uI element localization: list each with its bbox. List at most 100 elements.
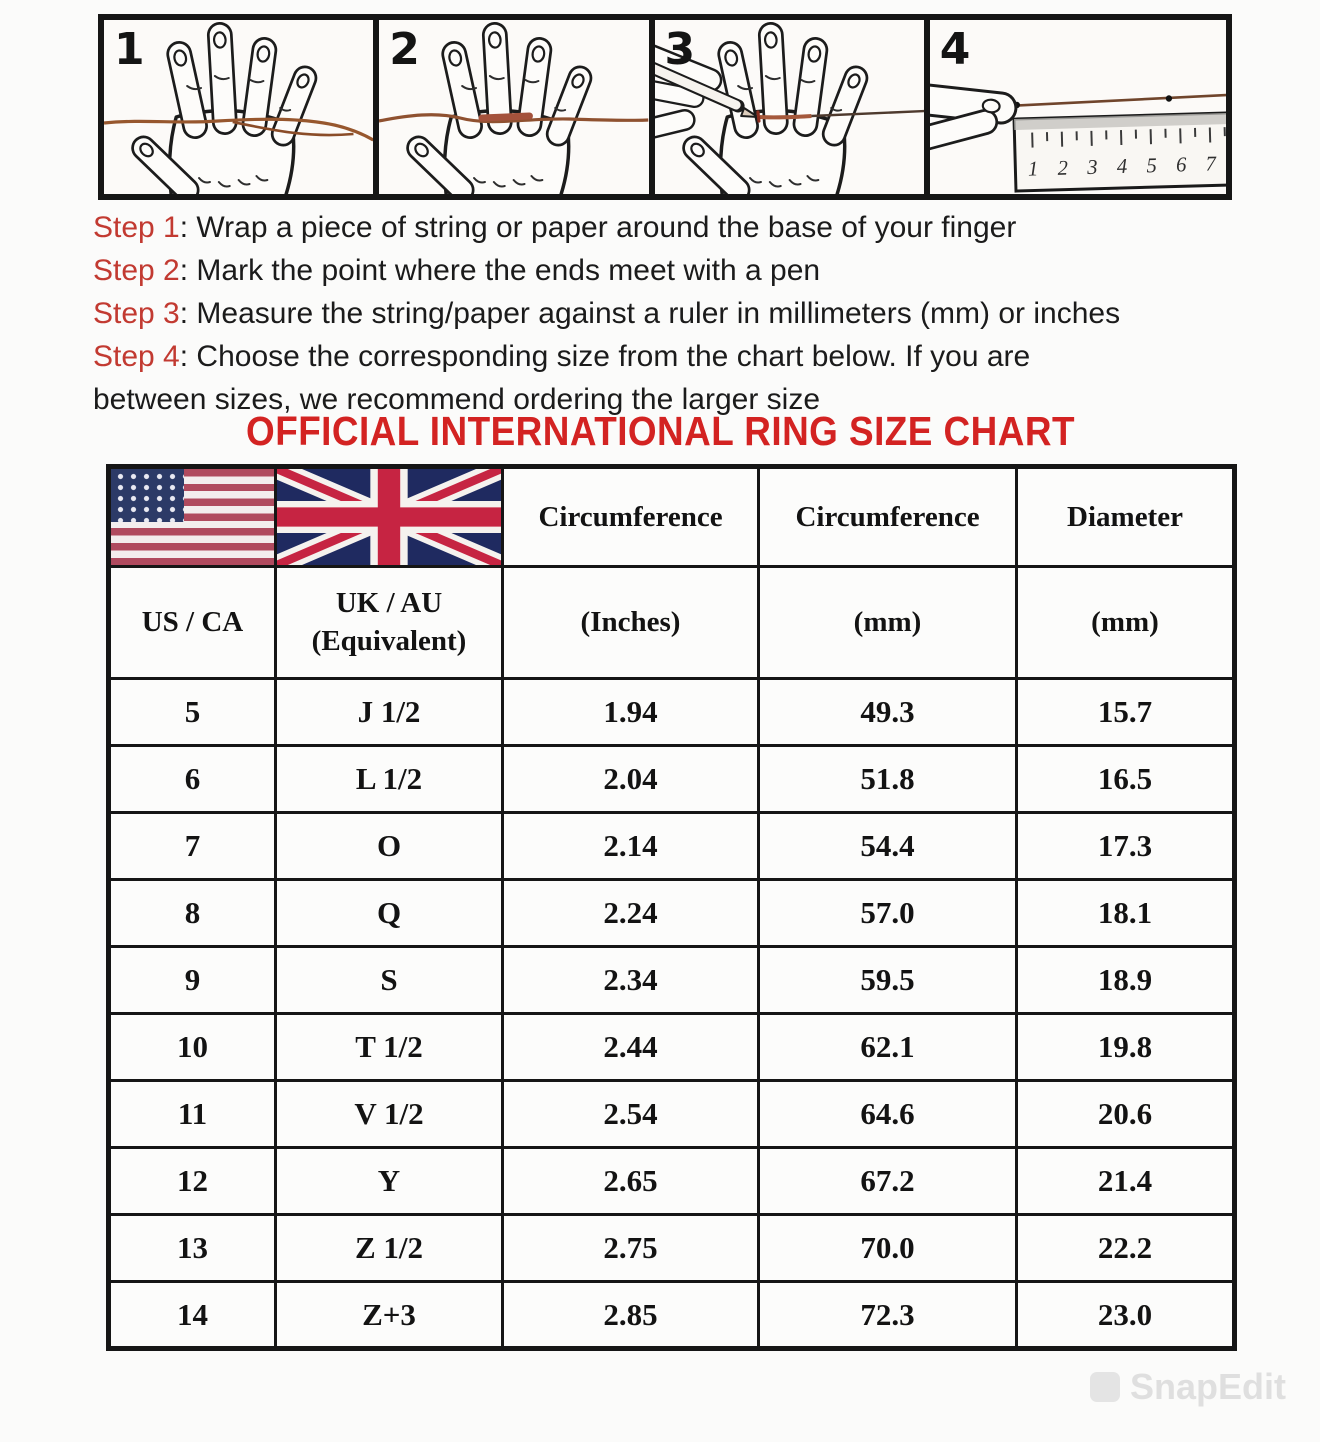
- col-header-circumference-inches: Circumference: [501, 465, 760, 568]
- uk-au-label: UK / AU: [335, 586, 443, 619]
- step-4-label: Step 4: [93, 340, 180, 373]
- ruler-number: 2: [1057, 155, 1068, 179]
- cell-circ-in: 1.94: [501, 677, 760, 747]
- pen-marking-string-icon: [654, 20, 924, 194]
- cell-circ-mm: 70.0: [757, 1213, 1018, 1283]
- cell-circ-mm: 72.3: [757, 1280, 1018, 1350]
- cell-diam-mm: 18.1: [1015, 878, 1236, 948]
- cell-us-size: 11: [107, 1079, 277, 1149]
- measurement-steps-illustration: 1 2 3: [98, 14, 1232, 200]
- cell-us-size: 8: [107, 878, 277, 948]
- col-header-us-ca: US / CA: [107, 565, 277, 680]
- cell-circ-mm: 51.8: [757, 744, 1018, 814]
- us-flag-canton: [111, 469, 185, 522]
- cell-circ-in: 2.85: [501, 1280, 760, 1350]
- step-1-label: Step 1: [93, 211, 180, 244]
- ruler-number: 4: [1116, 154, 1127, 178]
- unit-mm-circ: (mm): [757, 565, 1018, 680]
- cell-diam-mm: 17.3: [1015, 811, 1236, 881]
- step-3-text: Step 3: Measure the string/paper against…: [93, 292, 1311, 335]
- cell-us-size: 14: [107, 1280, 277, 1350]
- us-flag: [107, 465, 277, 568]
- table-row: 5 J 1/2 1.94 49.3 15.7: [107, 677, 1236, 747]
- table-row: 8 Q 2.24 57.0 18.1: [107, 878, 1236, 948]
- cell-circ-in: 2.44: [501, 1012, 760, 1082]
- panel-step-4: 4 1 2: [923, 20, 1226, 194]
- page-title: OFFICIAL INTERNATIONAL RING SIZE CHART: [245, 408, 1075, 454]
- cell-uk-size: O: [274, 811, 504, 881]
- panel-step-2: 2: [373, 20, 649, 194]
- cell-uk-size: L 1/2: [274, 744, 504, 814]
- cell-uk-size: Z+3: [274, 1280, 504, 1350]
- cell-diam-mm: 16.5: [1015, 744, 1236, 814]
- cell-circ-mm: 54.4: [757, 811, 1018, 881]
- cell-circ-in: 2.75: [501, 1213, 760, 1283]
- panel-2-number: 2: [389, 24, 420, 75]
- step-3-body: : Measure the string/paper against a rul…: [179, 297, 1121, 330]
- table-row: 12 Y 2.65 67.2 21.4: [107, 1146, 1236, 1216]
- panel-step-3: 3: [648, 20, 924, 194]
- cell-diam-mm: 18.9: [1015, 945, 1236, 1015]
- table-row: 6 L 1/2 2.04 51.8 16.5: [107, 744, 1236, 814]
- cell-uk-size: Y: [274, 1146, 504, 1216]
- ruler-number: 6: [1175, 152, 1187, 176]
- cell-us-size: 9: [107, 945, 277, 1015]
- uk-flag: [274, 465, 504, 568]
- cell-circ-mm: 67.2: [757, 1146, 1018, 1216]
- cell-us-size: 6: [107, 744, 277, 814]
- cell-uk-size: V 1/2: [274, 1079, 504, 1149]
- cell-circ-in: 2.14: [501, 811, 760, 881]
- unit-mm-diam: (mm): [1015, 565, 1236, 680]
- cell-diam-mm: 20.6: [1015, 1079, 1236, 1149]
- snapedit-logo-icon: [1090, 1372, 1120, 1402]
- cell-circ-in: 2.65: [501, 1146, 760, 1216]
- table-row: 9 S 2.34 59.5 18.9: [107, 945, 1236, 1015]
- panel-3-number: 3: [664, 24, 696, 75]
- cell-circ-mm: 64.6: [757, 1079, 1018, 1149]
- uk-au-note: (Equivalent): [311, 624, 467, 657]
- table-row: 7 O 2.14 54.4 17.3: [107, 811, 1236, 881]
- ruler-number: 7: [1205, 151, 1218, 175]
- ruler: 1 2 3 4 5 6 7: [1012, 111, 1226, 193]
- unit-inches: (Inches): [501, 565, 760, 680]
- string-on-ruler-icon: 1 2 3 4 5 6 7: [929, 83, 1226, 193]
- cell-circ-mm: 59.5: [757, 945, 1018, 1015]
- cell-us-size: 5: [107, 677, 277, 747]
- panel-step-1: 1: [104, 20, 374, 194]
- panel-4-number: 4: [939, 24, 971, 75]
- cell-circ-mm: 62.1: [757, 1012, 1018, 1082]
- step-3-label: Step 3: [93, 297, 180, 330]
- cell-circ-in: 2.34: [501, 945, 760, 1015]
- table-row: 11 V 1/2 2.54 64.6 20.6: [107, 1079, 1236, 1149]
- table-header-row-2: US / CA UK / AU (Equivalent) (Inches) (m…: [107, 565, 1236, 680]
- hand-with-marked-string-icon: [379, 20, 649, 194]
- cell-uk-size: J 1/2: [274, 677, 504, 747]
- table-row: 10 T 1/2 2.44 62.1 19.8: [107, 1012, 1236, 1082]
- table-row: 14 Z+3 2.85 72.3 23.0: [107, 1280, 1236, 1350]
- cell-circ-mm: 49.3: [757, 677, 1018, 747]
- table-header-row-1: Circumference Circumference Diameter: [107, 465, 1236, 568]
- cell-uk-size: T 1/2: [274, 1012, 504, 1082]
- cell-us-size: 10: [107, 1012, 277, 1082]
- col-header-diameter: Diameter: [1015, 465, 1236, 568]
- ring-size-table: Circumference Circumference Diameter US …: [106, 464, 1237, 1351]
- cell-us-size: 12: [107, 1146, 277, 1216]
- step-2-label: Step 2: [93, 254, 180, 287]
- ruler-number: 3: [1086, 155, 1098, 179]
- watermark-text: SnapEdit: [1130, 1366, 1287, 1407]
- cell-uk-size: Z 1/2: [274, 1213, 504, 1283]
- panel-1-number: 1: [114, 24, 145, 75]
- cell-us-size: 13: [107, 1213, 277, 1283]
- cell-diam-mm: 23.0: [1015, 1280, 1236, 1350]
- cell-diam-mm: 22.2: [1015, 1213, 1236, 1283]
- step-4-body: : Choose the corresponding size from the…: [93, 340, 1031, 416]
- col-header-circumference-mm: Circumference: [757, 465, 1018, 568]
- step-4-text: Step 4: Choose the corresponding size fr…: [93, 335, 1311, 421]
- step-2-text: Step 2: Mark the point where the ends me…: [93, 249, 1311, 292]
- instructions: Step 1: Wrap a piece of string or paper …: [93, 206, 1311, 421]
- ruler-number: 1: [1027, 156, 1038, 180]
- hand-with-string-wrapped-icon: [104, 20, 374, 194]
- cell-circ-in: 2.24: [501, 878, 760, 948]
- cell-uk-size: Q: [274, 878, 504, 948]
